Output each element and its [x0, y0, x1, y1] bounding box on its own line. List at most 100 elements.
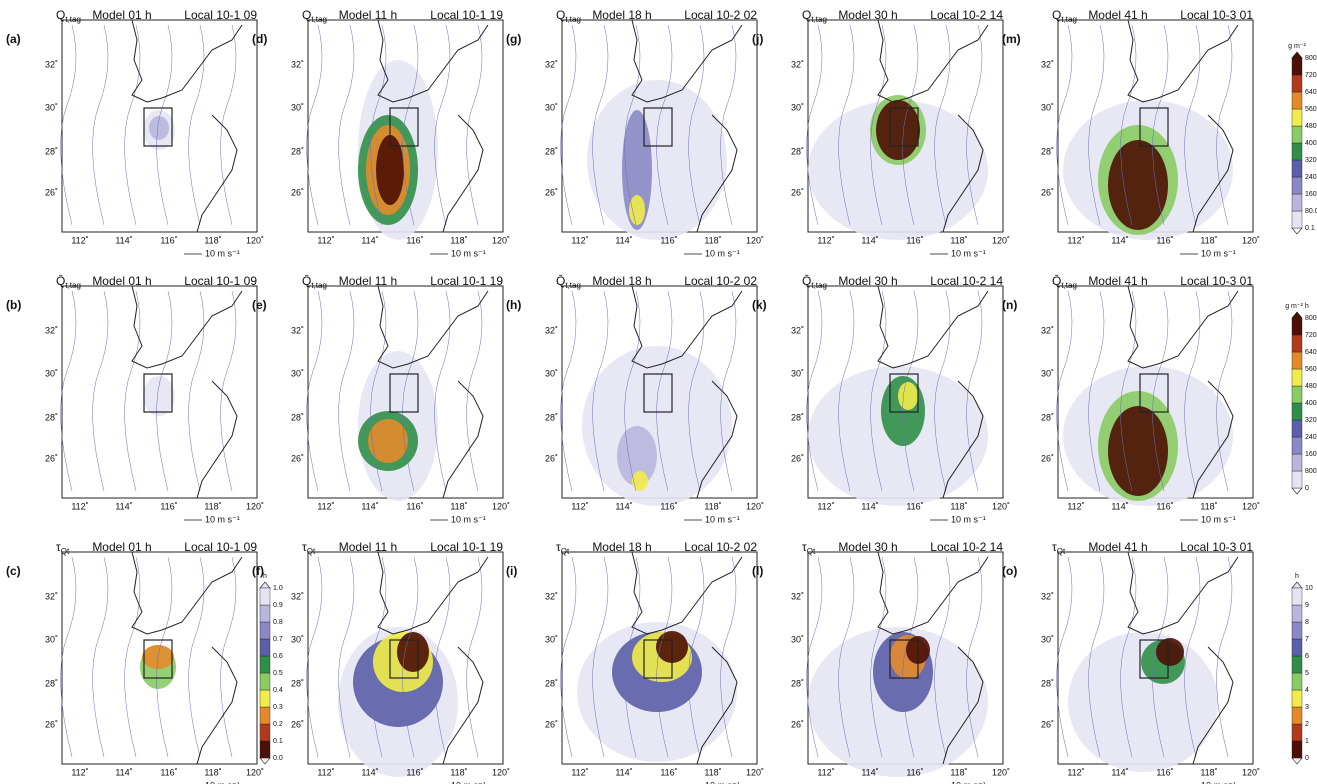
variable-sub: t,tag — [311, 281, 327, 290]
map-panel: Q̄t,tag Model 30 h Local 10-2 14 (k) 32˚ 30˚ 2… — [752, 274, 1010, 524]
wind-reference: 10 m s⁻¹ — [705, 248, 740, 258]
river — [966, 290, 983, 492]
river — [902, 556, 919, 758]
colorbar-end — [1291, 581, 1303, 589]
field-shading — [629, 195, 645, 225]
lon-label: 112˚ — [71, 235, 88, 245]
colorbar-tick: 2400 — [1305, 434, 1317, 441]
coastline — [877, 19, 989, 233]
lat-label: 30˚ — [45, 102, 58, 112]
wind-reference: 10 m s⁻¹ — [951, 780, 986, 784]
coastline — [377, 19, 489, 233]
river — [402, 24, 419, 226]
river — [60, 290, 77, 492]
lat-label: 28˚ — [545, 412, 558, 422]
colorbar-segment — [1291, 402, 1303, 421]
colorbar-end — [1291, 487, 1303, 495]
river — [1216, 24, 1233, 226]
map-panel: τQt Model 01 h Local 10-1 09 (c) 32˚ 30˚ 28˚ 26… — [6, 540, 264, 784]
lat-label: 30˚ — [291, 368, 304, 378]
coastline — [631, 285, 743, 499]
lat-label: 28˚ — [291, 412, 304, 422]
lon-label: 120˚ — [492, 501, 510, 511]
lat-label: 30˚ — [1041, 102, 1054, 112]
river — [1152, 24, 1169, 226]
lon-label: 112˚ — [71, 501, 88, 511]
river — [838, 290, 855, 492]
variable-label: τQt — [556, 540, 570, 556]
river — [656, 290, 673, 492]
colorbar-tick: 4 — [1305, 687, 1309, 694]
coastline — [1127, 19, 1239, 233]
colorbar-tick: 0.7 — [273, 636, 283, 643]
wind-reference: 10 m s⁻¹ — [205, 780, 240, 784]
variable-base: Q — [302, 8, 311, 22]
lon-label: 116˚ — [406, 235, 423, 245]
lat-label: 32˚ — [291, 325, 304, 335]
variable-sub: Qt — [807, 547, 816, 556]
local-time: Local 10-2 02 — [684, 8, 757, 22]
map-panel: Q̄t,tag Model 11 h Local 10-1 19 (e) 32˚ 30˚ 2… — [252, 274, 510, 524]
model-time: Model 01 h — [92, 8, 151, 22]
colorbar-segment — [1291, 108, 1303, 127]
lat-label: 32˚ — [291, 59, 304, 69]
colorbar-segment — [1291, 193, 1303, 212]
lon-label: 114˚ — [115, 767, 132, 777]
river — [124, 556, 141, 758]
lon-label: 112˚ — [1067, 235, 1084, 245]
lat-label: 30˚ — [291, 102, 304, 112]
lat-label: 28˚ — [791, 146, 804, 156]
variable-base: Q̄ — [1052, 274, 1061, 288]
model-time: Model 30 h — [838, 540, 897, 554]
colorbar-segment — [1291, 159, 1303, 178]
field-shading — [1156, 638, 1184, 666]
model-time: Model 41 h — [1088, 540, 1147, 554]
lon-label: 116˚ — [406, 501, 423, 511]
coastline — [877, 285, 989, 499]
lat-label: 26˚ — [1041, 187, 1054, 197]
river — [592, 24, 609, 226]
source-box — [1139, 639, 1169, 679]
colorbar-end — [259, 581, 271, 589]
panel-label: (m) — [1002, 32, 1021, 46]
colorbar-segment — [1291, 706, 1303, 725]
colorbar-segment — [1291, 655, 1303, 674]
colorbar-tick: 640.0 — [1305, 89, 1317, 96]
field-shading — [876, 100, 920, 160]
colorbar-segment — [259, 604, 271, 623]
river — [434, 290, 451, 492]
coastline — [131, 19, 243, 233]
colorbar-segment — [259, 689, 271, 708]
river — [434, 556, 451, 758]
river — [1216, 290, 1233, 492]
variable-label: Q̄t,tag — [802, 274, 827, 290]
lat-label: 32˚ — [45, 325, 58, 335]
variable-sub: t,tag — [1061, 15, 1077, 24]
colorbar-tick: 480.0 — [1305, 123, 1317, 130]
lon-label: 112˚ — [571, 767, 588, 777]
field-shading — [632, 471, 648, 491]
lon-label: 118˚ — [950, 235, 967, 245]
colorbar-tick: 0.1 — [273, 738, 283, 745]
lat-label: 28˚ — [545, 146, 558, 156]
map-panel: τQt Model 41 h Local 10-3 01 (o) 32˚ 30˚ 28˚ 26… — [1002, 540, 1260, 784]
lat-label: 32˚ — [291, 591, 304, 601]
lon-label: 118˚ — [1200, 767, 1217, 777]
lat-label: 26˚ — [791, 453, 804, 463]
model-time: Model 18 h — [592, 274, 651, 288]
river — [92, 290, 109, 492]
river — [306, 24, 323, 226]
coastline — [1127, 285, 1239, 499]
lon-label: 118˚ — [204, 501, 221, 511]
river — [338, 290, 355, 492]
colorbar-tick: 0.8 — [273, 619, 283, 626]
field-shading — [397, 632, 429, 672]
source-box — [889, 639, 919, 679]
river — [1184, 556, 1201, 758]
colorbar-segment — [1291, 351, 1303, 370]
panel-label: (a) — [6, 32, 21, 46]
local-time: Local 10-2 14 — [930, 540, 1003, 554]
river — [188, 24, 205, 226]
source-box — [143, 107, 173, 147]
variable-label: τQt — [302, 540, 316, 556]
